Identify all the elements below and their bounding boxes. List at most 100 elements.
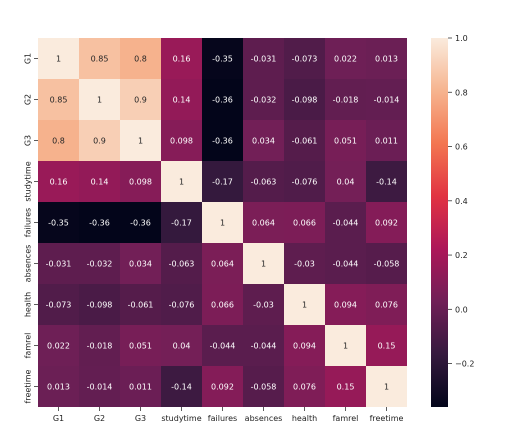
x-tick-label: health: [292, 414, 317, 423]
cell-value-label: -0.35: [48, 219, 69, 228]
heatmap-cell: [284, 325, 325, 366]
cell-value-label: 1: [97, 96, 102, 105]
cell-value-label: -0.36: [212, 137, 233, 146]
cell-value-label: 0.066: [211, 301, 234, 310]
heatmap-cell: [366, 161, 407, 202]
cell-value-label: -0.073: [292, 55, 318, 64]
heatmap-cell: [79, 366, 120, 407]
y-tick-label: studytime: [24, 161, 33, 201]
heatmap-cell: [284, 79, 325, 120]
cell-value-label: 0.092: [375, 219, 398, 228]
heatmap-cell: [79, 202, 120, 243]
heatmap-cell: [366, 38, 407, 79]
heatmap-cell: [366, 284, 407, 325]
cell-value-label: -0.044: [333, 219, 359, 228]
cell-value-label: -0.076: [169, 301, 195, 310]
heatmap-cell: [366, 202, 407, 243]
heatmap-cell: [366, 366, 407, 407]
heatmap-cell: [284, 202, 325, 243]
cell-value-label: 0.9: [134, 96, 147, 105]
heatmap-cell: [202, 38, 243, 79]
heatmap-cell: [325, 202, 366, 243]
cell-value-label: 0.076: [293, 383, 316, 392]
heatmap-cell: [243, 366, 284, 407]
heatmap-cell: [38, 120, 79, 161]
heatmap-cell: [243, 161, 284, 202]
heatmap-cell: [161, 79, 202, 120]
cell-value-label: 0.15: [337, 383, 355, 392]
heatmap-cell: [161, 366, 202, 407]
cell-value-label: 1: [384, 383, 389, 392]
cell-value-label: -0.014: [374, 96, 400, 105]
y-tick-label: freetime: [24, 370, 33, 404]
heatmap-cell: [202, 366, 243, 407]
heatmap-cell: [325, 325, 366, 366]
x-tick-label: absences: [245, 414, 283, 423]
heatmap-cell: [79, 38, 120, 79]
cell-value-label: 1: [56, 55, 61, 64]
cell-value-label: 0.064: [211, 260, 234, 269]
cell-value-label: -0.03: [294, 260, 315, 269]
cell-value-label: 0.022: [47, 342, 70, 351]
heatmap-cell: [243, 325, 284, 366]
heatmap-cell: [284, 161, 325, 202]
heatmap-cells: 1 0.85 0.8 0.16 -0.35 -0.031 -0.073 0.022 0.0130…: [38, 38, 407, 407]
heatmap-cell: [120, 120, 161, 161]
heatmap-cell: [325, 161, 366, 202]
heatmap-cell: [38, 243, 79, 284]
heatmap-cell: [120, 243, 161, 284]
heatmap-cell: [202, 161, 243, 202]
cell-value-label: -0.044: [251, 342, 277, 351]
cell-value-label: 1: [179, 178, 184, 187]
cell-value-label: -0.044: [210, 342, 236, 351]
heatmap-cell: [243, 202, 284, 243]
cell-value-label: -0.044: [333, 260, 359, 269]
heatmap-cell: [284, 243, 325, 284]
heatmap-cell: [161, 243, 202, 284]
colorbar-tick-label: 1.0: [455, 34, 468, 43]
cell-value-label: 0.011: [375, 137, 398, 146]
heatmap-cell: [161, 161, 202, 202]
cell-value-label: -0.032: [87, 260, 113, 269]
heatmap-cell: [325, 366, 366, 407]
heatmap-cell: [243, 284, 284, 325]
cell-value-label: 1: [220, 219, 225, 228]
cell-value-label: 0.034: [129, 260, 152, 269]
heatmap-cell: [120, 38, 161, 79]
x-tick-label: G1: [53, 414, 64, 423]
cell-value-label: -0.073: [46, 301, 72, 310]
cell-value-label: 0.051: [334, 137, 357, 146]
colorbar-tick-label: −0.2: [455, 360, 474, 369]
x-tick-label: G2: [94, 414, 105, 423]
cell-value-label: -0.063: [169, 260, 195, 269]
heatmap-cell: [284, 366, 325, 407]
cell-value-label: 0.034: [252, 137, 275, 146]
cell-value-label: 0.8: [134, 55, 147, 64]
colorbar-tick-label: 0.2: [455, 251, 468, 260]
heatmap-cell: [79, 79, 120, 120]
cell-value-label: -0.014: [87, 383, 113, 392]
cell-value-label: 0.094: [293, 342, 316, 351]
cell-value-label: -0.17: [212, 178, 233, 187]
cell-value-label: 1: [261, 260, 266, 269]
cell-value-label: -0.076: [292, 178, 318, 187]
heatmap-cell: [120, 161, 161, 202]
heatmap-cell: [38, 202, 79, 243]
cell-value-label: -0.098: [87, 301, 113, 310]
heatmap-cell: [38, 79, 79, 120]
heatmap-cell: [243, 79, 284, 120]
heatmap-cell: [79, 284, 120, 325]
heatmap-cell: [243, 120, 284, 161]
cell-value-label: 0.022: [334, 55, 357, 64]
colorbar-tick-label: 0.8: [455, 88, 468, 97]
heatmap-cell: [325, 284, 366, 325]
y-tick-label: G3: [24, 135, 33, 146]
heatmap-cell: [202, 79, 243, 120]
heatmap-cell: [38, 325, 79, 366]
cell-value-label: 0.85: [91, 55, 109, 64]
cell-value-label: -0.36: [89, 219, 110, 228]
cell-value-label: -0.031: [251, 55, 277, 64]
cell-value-label: 0.16: [173, 55, 191, 64]
cell-value-label: 0.011: [129, 383, 152, 392]
heatmap-cell: [325, 38, 366, 79]
